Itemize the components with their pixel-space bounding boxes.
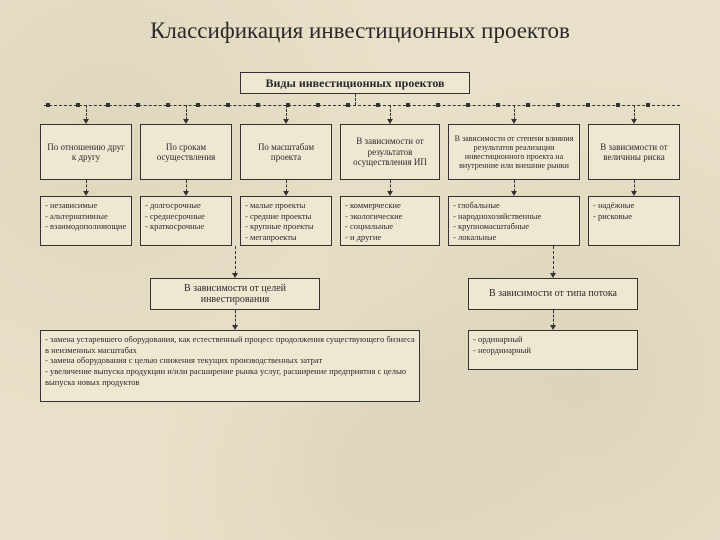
bus-dot <box>436 103 440 107</box>
bus-dot <box>76 103 80 107</box>
list-item: - рисковые <box>593 211 675 222</box>
cat-connector <box>390 105 391 120</box>
cat-connector <box>186 105 187 120</box>
bus-dot <box>556 103 560 107</box>
bus-dot <box>376 103 380 107</box>
bus-dot <box>346 103 350 107</box>
cat-connector <box>634 105 635 120</box>
cat-connector <box>514 105 515 120</box>
list-item: - замена оборудования с целью снижения т… <box>45 355 415 366</box>
bus-dot <box>616 103 620 107</box>
sub-category-box: В зависимости от типа потока <box>468 278 638 310</box>
category-box: В зависимости от величины риска <box>588 124 680 180</box>
category-items: - коммерческие- экологические- социальны… <box>340 196 440 246</box>
list-item: - надёжные <box>593 200 675 211</box>
bus-dot <box>106 103 110 107</box>
category-box: По отношению друг к другу <box>40 124 132 180</box>
slide-title: Классификация инвестиционных проектов <box>0 18 720 44</box>
root-drop <box>355 94 356 105</box>
bus-dot <box>256 103 260 107</box>
bus-dot <box>196 103 200 107</box>
list-item: - независимые <box>45 200 127 211</box>
list-item: - и другие <box>345 232 435 243</box>
cat-connector <box>86 105 87 120</box>
root-node: Виды инвестиционных проектов <box>240 72 470 94</box>
cat-connector <box>286 105 287 120</box>
bus-dot <box>226 103 230 107</box>
list-item: - замена устаревшего оборудования, как е… <box>45 334 415 355</box>
bus-dot <box>496 103 500 107</box>
sub-items-connector <box>553 310 554 326</box>
bus-dot <box>526 103 530 107</box>
sub-category-box: В зависимости от целей инвестирования <box>150 278 320 310</box>
category-items: - надёжные- рисковые <box>588 196 680 246</box>
list-item: - увеличение выпуска продукции и/или рас… <box>45 366 415 387</box>
list-item: - среднесрочные <box>145 211 227 222</box>
bus-dot <box>316 103 320 107</box>
list-item: - средние проекты <box>245 211 327 222</box>
list-item: - локальные <box>453 232 575 243</box>
category-box: По срокам осуществления <box>140 124 232 180</box>
list-item: - ординарный <box>473 334 633 345</box>
bus-dot <box>166 103 170 107</box>
list-item: - коммерческие <box>345 200 435 211</box>
list-item: - альтернативные <box>45 211 127 222</box>
list-item: - краткосрочные <box>145 221 227 232</box>
category-items: - малые проекты- средние проекты- крупны… <box>240 196 332 246</box>
category-box: В зависимости от результатов осуществлен… <box>340 124 440 180</box>
sub-items-connector <box>235 310 236 326</box>
sub-connector <box>235 246 236 274</box>
category-items: - глобальные- народнохозяйственные- круп… <box>448 196 580 246</box>
category-box: По масштабам проекта <box>240 124 332 180</box>
list-item: - народнохозяйственные <box>453 211 575 222</box>
category-items: - независимые- альтернативные- взаимодоп… <box>40 196 132 246</box>
list-item: - долгосрочные <box>145 200 227 211</box>
category-box: В зависимости от степени влияния результ… <box>448 124 580 180</box>
list-item: - малые проекты <box>245 200 327 211</box>
bus-dot <box>46 103 50 107</box>
bus-dot <box>646 103 650 107</box>
bus-dot <box>136 103 140 107</box>
sub-category-items: - замена устаревшего оборудования, как е… <box>40 330 420 402</box>
list-item: - крупные проекты <box>245 221 327 232</box>
bus-dot <box>406 103 410 107</box>
list-item: - экологические <box>345 211 435 222</box>
list-item: - взаимодополняющие <box>45 221 127 232</box>
sub-category-items: - ординарный- неординарный <box>468 330 638 370</box>
list-item: - мегапроекты <box>245 232 327 243</box>
category-items: - долгосрочные- среднесрочные- краткосро… <box>140 196 232 246</box>
bus-dot <box>586 103 590 107</box>
list-item: - неординарный <box>473 345 633 356</box>
list-item: - глобальные <box>453 200 575 211</box>
bus-dot <box>466 103 470 107</box>
list-item: - социальные <box>345 221 435 232</box>
sub-connector <box>553 246 554 274</box>
list-item: - крупномасштабные <box>453 221 575 232</box>
